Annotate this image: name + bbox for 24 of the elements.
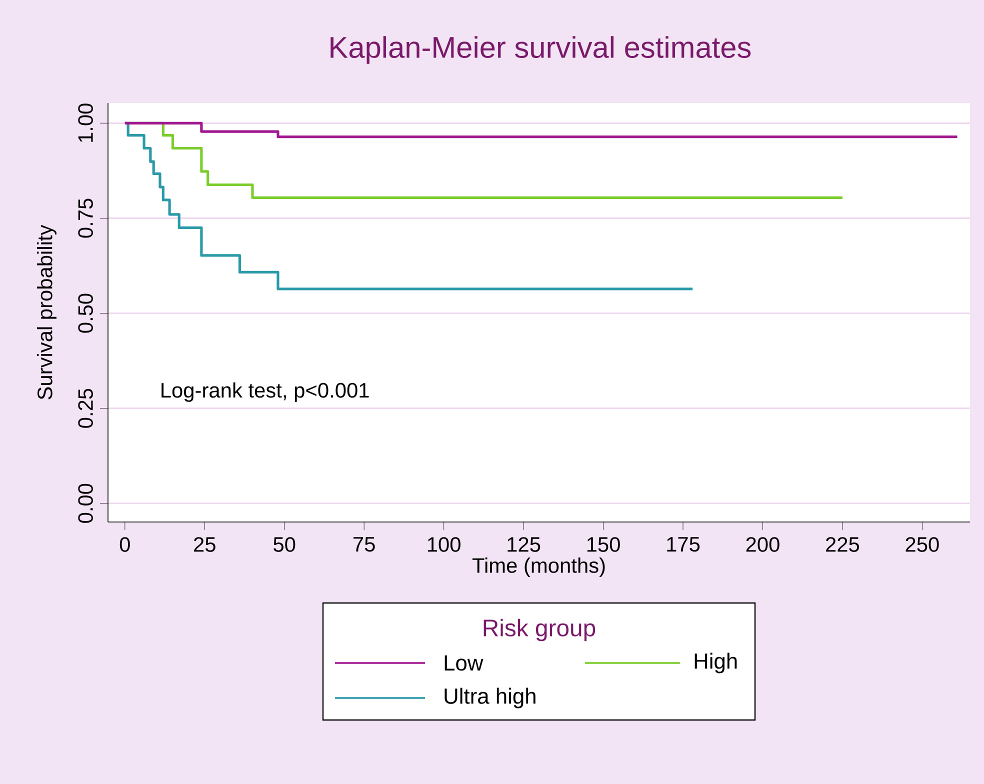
x-tick-label: 75 <box>354 537 375 552</box>
y-axis-title: Survival probability <box>36 224 56 400</box>
x-tick-label: 50 <box>274 537 296 552</box>
x-tick-label: 225 <box>826 537 860 552</box>
annotation: Log-rank test, p<0.001 <box>162 382 369 402</box>
x-tick-label: 100 <box>428 537 460 552</box>
y-tick-label: 1.00 <box>78 104 93 142</box>
y-tick-label: 0.25 <box>78 388 93 428</box>
x-tick-label: 150 <box>587 537 620 552</box>
x-tick-label: 25 <box>194 537 216 552</box>
legend-title: Risk group <box>484 618 596 642</box>
y-tick-label: 0.00 <box>78 484 93 523</box>
x-tick-label: 200 <box>746 537 780 552</box>
x-tick-label: 0 <box>120 537 130 552</box>
legend-label: High <box>694 652 737 674</box>
x-tick-label: 175 <box>667 537 700 552</box>
chart-title: Kaplan-Meier survival estimates <box>330 36 751 64</box>
y-tick-label: 0.75 <box>78 198 93 238</box>
x-tick-label: 250 <box>906 537 939 552</box>
x-tick-label: 125 <box>508 537 540 552</box>
y-tick-label: 0.50 <box>78 294 93 333</box>
x-axis-title: Time (months) <box>472 558 605 578</box>
legend-label: Ultra high <box>444 688 536 708</box>
legend-label: Low <box>444 655 484 671</box>
